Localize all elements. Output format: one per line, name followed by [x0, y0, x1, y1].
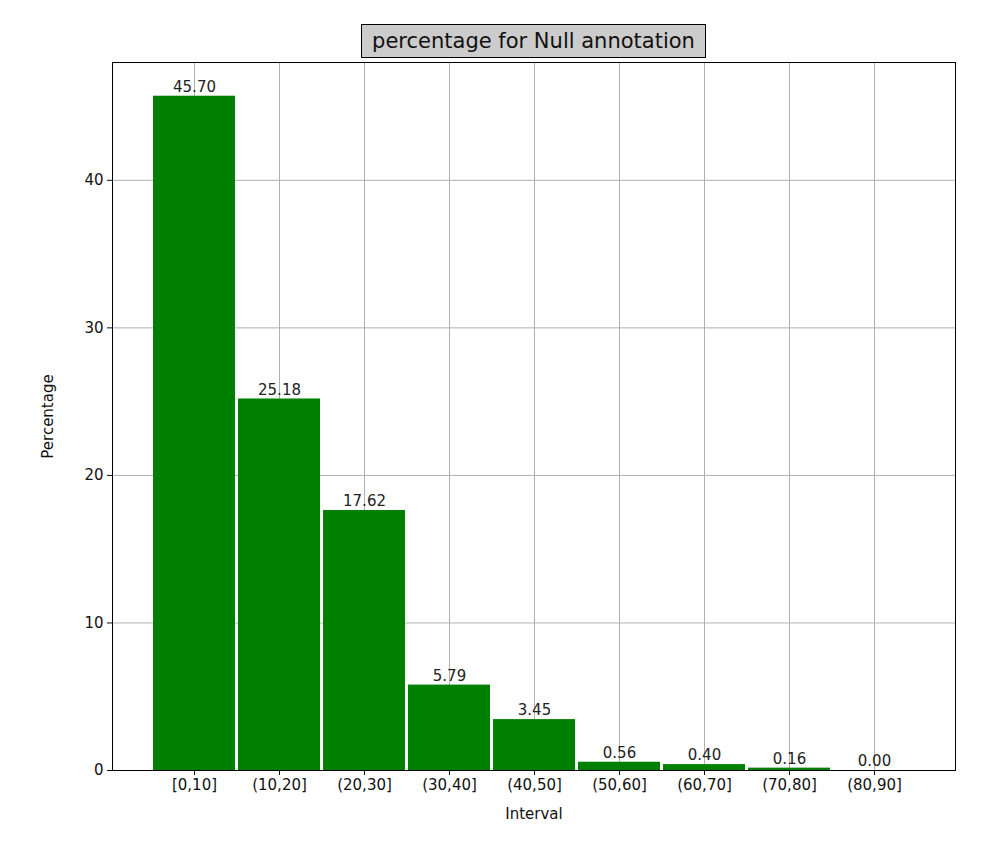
svg-text:5.79: 5.79 [433, 667, 466, 685]
svg-text:30: 30 [84, 319, 103, 337]
svg-text:45.70: 45.70 [173, 78, 216, 96]
svg-text:(50,60]: (50,60] [592, 776, 647, 794]
svg-text:(10,20]: (10,20] [252, 776, 307, 794]
svg-text:(60,70]: (60,70] [677, 776, 732, 794]
svg-text:25.18: 25.18 [258, 381, 301, 399]
svg-text:[0,10]: [0,10] [172, 776, 217, 794]
svg-text:(40,50]: (40,50] [507, 776, 562, 794]
svg-text:10: 10 [84, 614, 103, 632]
html-text:percentage for Null annotation: percentage for Null annotation [372, 29, 695, 53]
svg-text:(20,30]: (20,30] [337, 776, 392, 794]
svg-text:40: 40 [84, 171, 103, 189]
svg-text:(80,90]: (80,90] [847, 776, 902, 794]
svg-text:Interval: Interval [505, 805, 562, 823]
svg-text:3.45: 3.45 [518, 701, 551, 719]
svg-text:17.62: 17.62 [343, 492, 386, 510]
svg-text:0.56: 0.56 [603, 744, 636, 762]
svg-text:0.40: 0.40 [688, 746, 721, 764]
svg-text:0.00: 0.00 [858, 752, 891, 770]
svg-text:(30,40]: (30,40] [422, 776, 477, 794]
svg-text:0: 0 [94, 761, 104, 779]
svg-text:(70,80]: (70,80] [762, 776, 817, 794]
svg-text:20: 20 [84, 466, 103, 484]
svg-text:0.16: 0.16 [773, 750, 806, 768]
svg-text:Percentage: Percentage [39, 374, 57, 458]
